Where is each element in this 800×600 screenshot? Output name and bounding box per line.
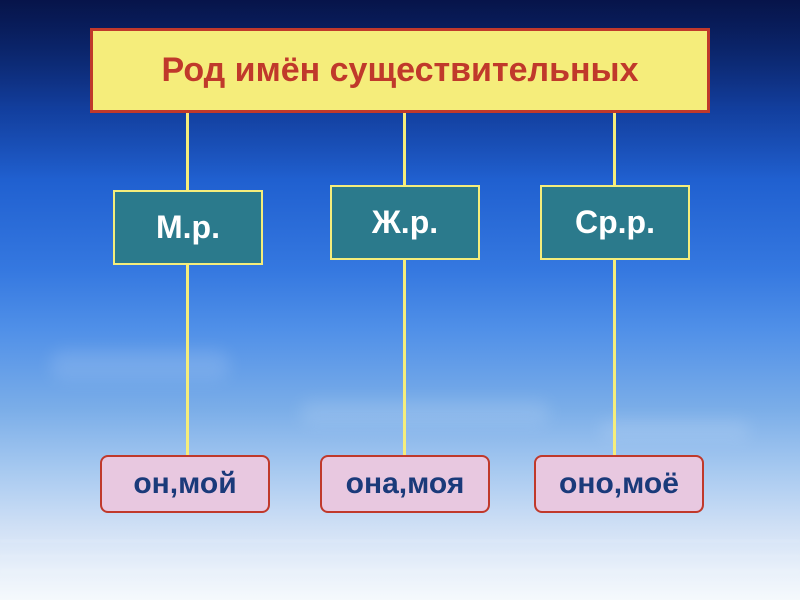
gender-box-1: Ж.р.	[330, 185, 480, 260]
connector-line-4	[403, 260, 406, 455]
pronoun-box-0: он,мой	[100, 455, 270, 513]
pronoun-box-2: оно,моё	[534, 455, 704, 513]
title-box: Род имён существительных	[90, 28, 710, 113]
pronoun-box-1: она,моя	[320, 455, 490, 513]
connector-line-3	[186, 265, 189, 455]
gender-box-2: Ср.р.	[540, 185, 690, 260]
pronoun-label: она,моя	[346, 467, 465, 501]
connector-line-5	[613, 260, 616, 455]
connector-line-1	[403, 113, 406, 185]
gender-box-0: М.р.	[113, 190, 263, 265]
connector-line-0	[186, 113, 189, 190]
pronoun-label: оно,моё	[559, 467, 679, 501]
gender-label: Ср.р.	[575, 204, 655, 241]
pronoun-label: он,мой	[133, 467, 236, 501]
connector-line-2	[613, 113, 616, 185]
gender-label: Ж.р.	[372, 204, 438, 241]
title-text: Род имён существительных	[162, 51, 639, 90]
gender-label: М.р.	[156, 209, 220, 246]
